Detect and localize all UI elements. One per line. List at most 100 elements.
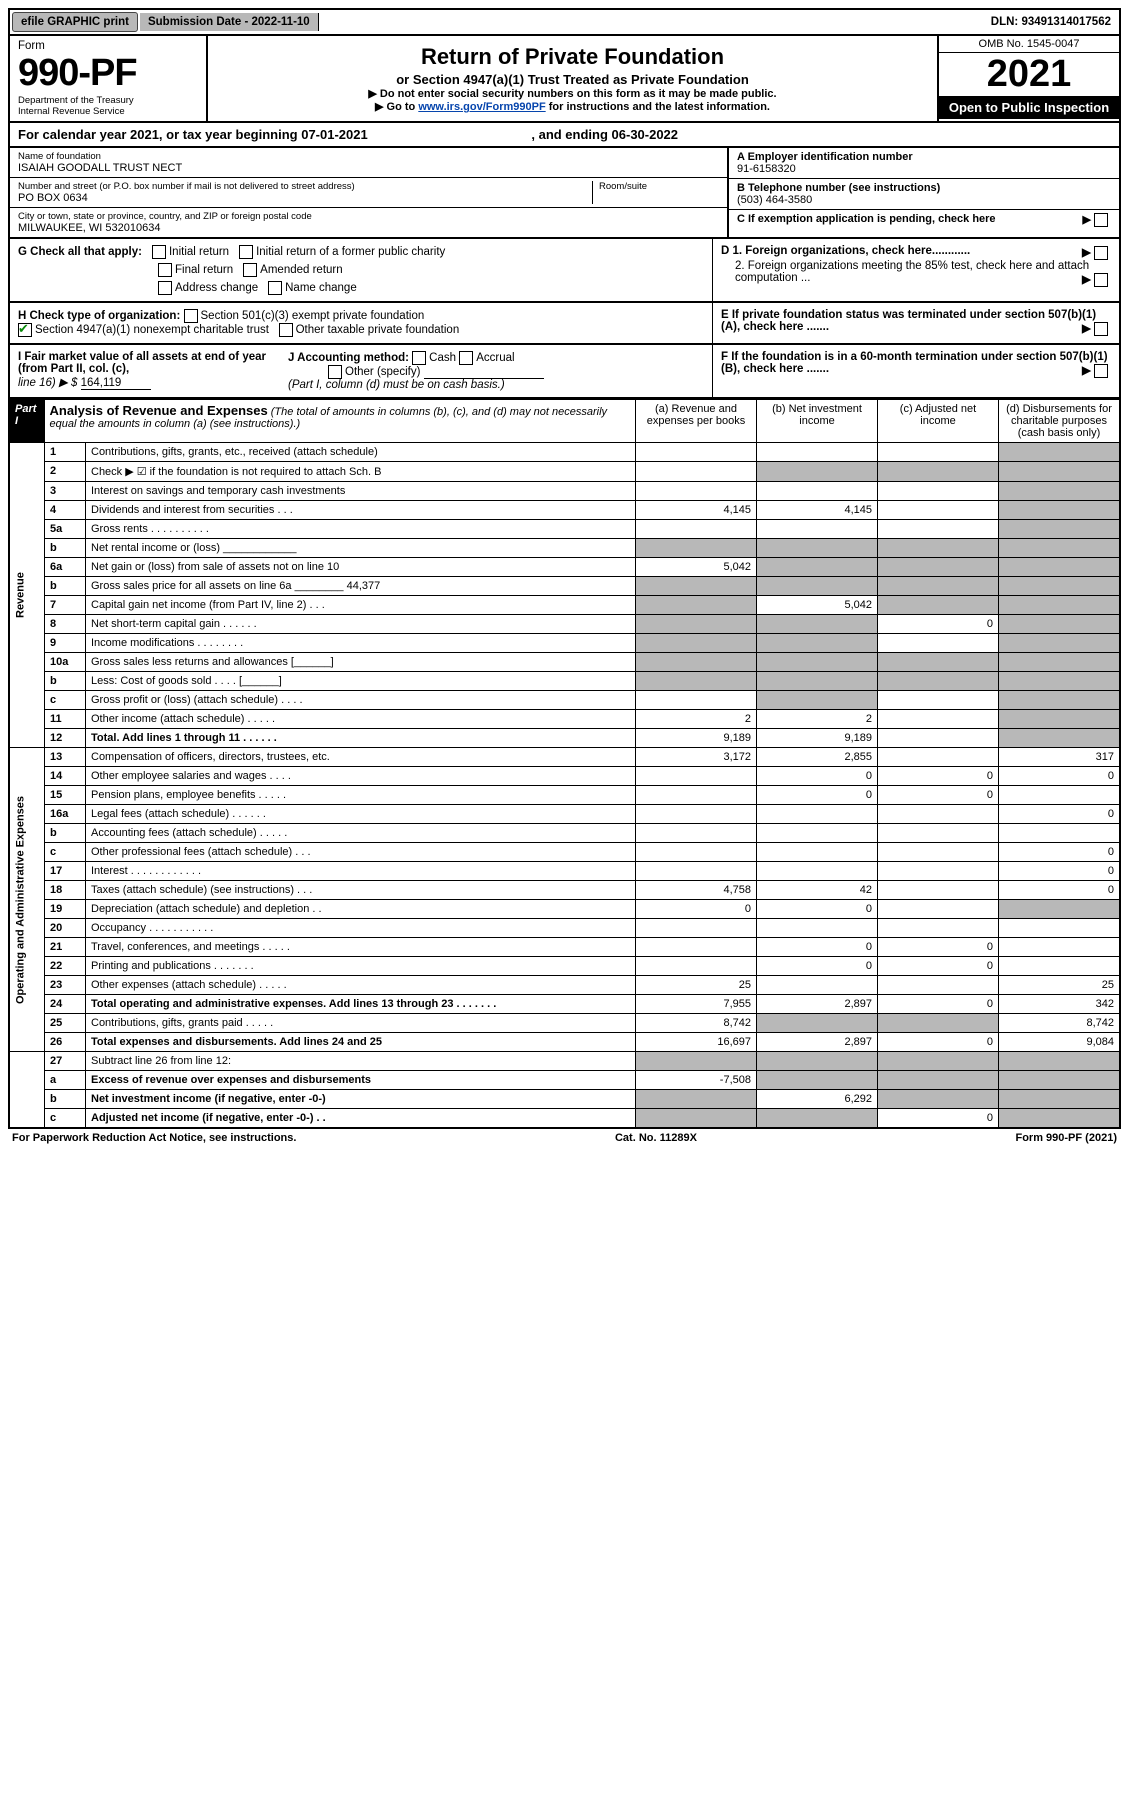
row-value-col-b: 2,897 <box>757 995 878 1014</box>
name-change-checkbox[interactable] <box>268 281 282 295</box>
foundation-name-label: Name of foundation <box>18 151 719 162</box>
exemption-checkbox[interactable] <box>1094 213 1108 227</box>
h1-label: Section 501(c)(3) exempt private foundat… <box>201 310 425 322</box>
row-value-col-d <box>999 691 1121 710</box>
row-value-col-b: 2 <box>757 710 878 729</box>
row-number: 10a <box>45 653 86 672</box>
row-number: b <box>45 1090 86 1109</box>
d1-checkbox[interactable] <box>1094 246 1108 260</box>
row-value-col-b: 0 <box>757 900 878 919</box>
row-value-col-c <box>878 443 999 462</box>
row-number: 19 <box>45 900 86 919</box>
cash-checkbox[interactable] <box>412 351 426 365</box>
address-change-checkbox[interactable] <box>158 281 172 295</box>
cal-year-end: , and ending 06-30-2022 <box>531 127 678 142</box>
table-row: 20Occupancy . . . . . . . . . . . <box>9 919 1120 938</box>
row-value-col-d <box>999 596 1121 615</box>
row-value-col-b <box>757 1071 878 1090</box>
row-description: Total expenses and disbursements. Add li… <box>86 1033 636 1052</box>
h-section: H Check type of organization: Section 50… <box>10 303 713 343</box>
row-value-col-a <box>636 539 757 558</box>
row-value-col-c <box>878 1052 999 1071</box>
amended-return-checkbox[interactable] <box>243 263 257 277</box>
row-description: Legal fees (attach schedule) . . . . . . <box>86 805 636 824</box>
row-value-col-a <box>636 862 757 881</box>
other-method-checkbox[interactable] <box>328 365 342 379</box>
h-e-row: H Check type of organization: Section 50… <box>8 303 1121 345</box>
exemption-cell: C If exemption application is pending, c… <box>729 210 1119 228</box>
table-row: 2Check ▶ ☑ if the foundation is not requ… <box>9 462 1120 482</box>
row-number: 27 <box>45 1052 86 1071</box>
form-title: Return of Private Foundation <box>214 44 931 70</box>
form-link[interactable]: www.irs.gov/Form990PF <box>418 101 545 113</box>
row-value-col-a: 4,145 <box>636 501 757 520</box>
row-number: b <box>45 672 86 691</box>
row-number: 15 <box>45 786 86 805</box>
arrow-icon: ▶ <box>1082 214 1090 226</box>
row-value-col-c <box>878 919 999 938</box>
row-value-col-a: 25 <box>636 976 757 995</box>
j-label: J Accounting method: <box>288 352 409 364</box>
arrow-icon: ▶ <box>1082 247 1091 259</box>
row-value-col-d <box>999 919 1121 938</box>
row-value-col-c <box>878 462 999 482</box>
table-row: 10aGross sales less returns and allowanc… <box>9 653 1120 672</box>
col-b-header: (b) Net investment income <box>757 400 878 443</box>
h2-label: Section 4947(a)(1) nonexempt charitable … <box>35 324 269 336</box>
initial-former-checkbox[interactable] <box>239 245 253 259</box>
initial-former-label: Initial return of a former public charit… <box>256 246 445 258</box>
accrual-checkbox[interactable] <box>459 351 473 365</box>
row-description: Income modifications . . . . . . . . <box>86 634 636 653</box>
row-number: b <box>45 824 86 843</box>
form-number: 990-PF <box>18 52 198 95</box>
footer-mid: Cat. No. 11289X <box>615 1132 697 1144</box>
table-row: bGross sales price for all assets on lin… <box>9 577 1120 596</box>
row-value-col-d <box>999 443 1121 462</box>
row-value-col-c <box>878 1071 999 1090</box>
d2-checkbox[interactable] <box>1094 273 1108 287</box>
row-value-col-a: -7,508 <box>636 1071 757 1090</box>
row-value-col-a <box>636 1052 757 1071</box>
row-description: Compensation of officers, directors, tru… <box>86 748 636 767</box>
efile-button[interactable]: efile GRAPHIC print <box>12 12 138 32</box>
final-return-checkbox[interactable] <box>158 263 172 277</box>
f-checkbox[interactable] <box>1094 364 1108 378</box>
address-label: Number and street (or P.O. box number if… <box>18 181 592 192</box>
dln-number: DLN: 93491314017562 <box>983 13 1119 31</box>
row-value-col-c: 0 <box>878 995 999 1014</box>
row-value-col-b <box>757 558 878 577</box>
e-checkbox[interactable] <box>1094 322 1108 336</box>
row-value-col-b: 42 <box>757 881 878 900</box>
row-value-col-c <box>878 824 999 843</box>
row-value-col-d <box>999 1090 1121 1109</box>
row-number: 4 <box>45 501 86 520</box>
row-value-col-b: 0 <box>757 957 878 976</box>
row-value-col-a <box>636 919 757 938</box>
row-number: 14 <box>45 767 86 786</box>
row-description: Gross rents . . . . . . . . . . <box>86 520 636 539</box>
d1-label: D 1. Foreign organizations, check here..… <box>721 245 970 257</box>
row-value-col-a <box>636 824 757 843</box>
table-row: Operating and Administrative Expenses13C… <box>9 748 1120 767</box>
row-value-col-a <box>636 691 757 710</box>
row-value-col-d <box>999 1071 1121 1090</box>
row-value-col-b <box>757 615 878 634</box>
row-description: Interest . . . . . . . . . . . . <box>86 862 636 881</box>
table-row: cGross profit or (loss) (attach schedule… <box>9 691 1120 710</box>
initial-return-checkbox[interactable] <box>152 245 166 259</box>
table-row: 22Printing and publications . . . . . . … <box>9 957 1120 976</box>
row-value-col-d <box>999 615 1121 634</box>
open-public-badge: Open to Public Inspection <box>939 96 1119 119</box>
e-section: E If private foundation status was termi… <box>713 303 1119 343</box>
i-j-section: I Fair market value of all assets at end… <box>10 345 713 397</box>
city-value: MILWAUKEE, WI 532010634 <box>18 222 719 234</box>
accrual-label: Accrual <box>476 352 514 364</box>
h1-checkbox[interactable] <box>184 309 198 323</box>
h2-checkbox[interactable] <box>18 323 32 337</box>
d2-label: 2. Foreign organizations meeting the 85%… <box>735 260 1089 284</box>
h3-checkbox[interactable] <box>279 323 293 337</box>
row-value-col-a <box>636 443 757 462</box>
row-number: 21 <box>45 938 86 957</box>
row-number: 24 <box>45 995 86 1014</box>
row-value-col-b: 0 <box>757 767 878 786</box>
